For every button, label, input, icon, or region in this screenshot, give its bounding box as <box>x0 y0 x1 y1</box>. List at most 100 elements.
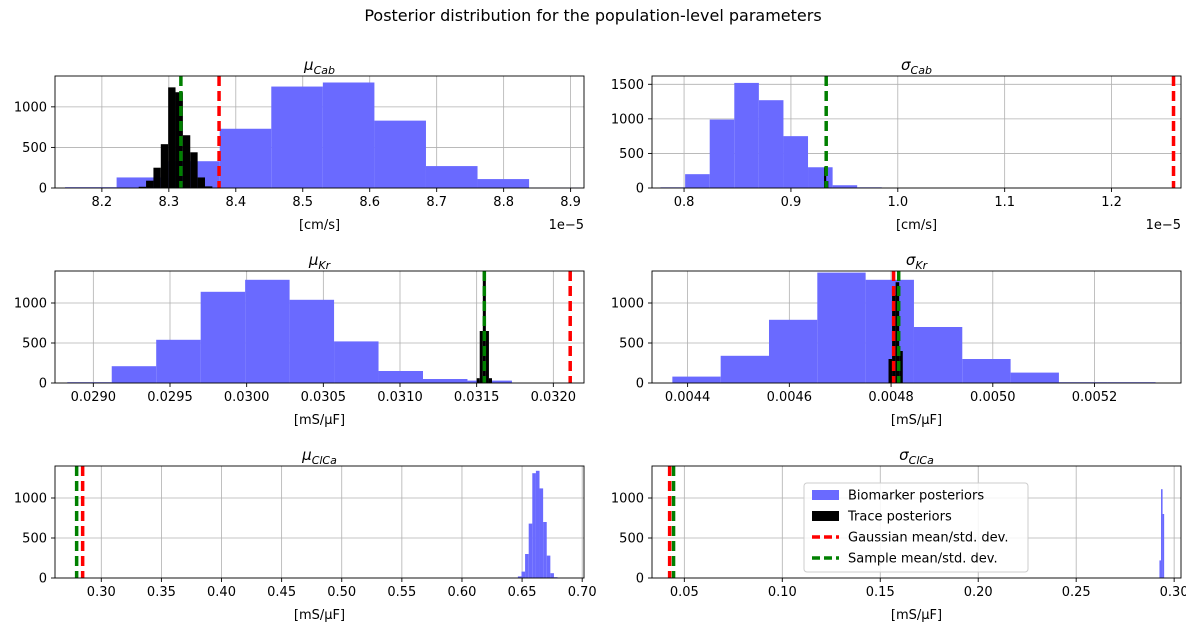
x-tick-label: 8.9 <box>560 195 581 210</box>
biomarker-bar <box>720 355 769 383</box>
biomarker-bar <box>425 166 478 188</box>
subplot-title: μKr <box>308 251 332 272</box>
x-tick-label: 0.0320 <box>531 390 577 405</box>
subplot-title-subscript: Cab <box>911 64 932 77</box>
legend-label: Biomarker posteriors <box>848 489 984 504</box>
trace-bar <box>204 186 213 188</box>
biomarker-bar <box>517 576 522 578</box>
x-tick-label: 0.10 <box>768 585 797 600</box>
biomarker-bar <box>1161 489 1163 578</box>
biomarker-bar <box>521 571 526 578</box>
x-tick-label: 0.35 <box>147 585 176 600</box>
figure-title: Posterior distribution for the populatio… <box>364 6 822 25</box>
biomarker-bar <box>1162 514 1165 578</box>
legend-label: Trace posteriors <box>847 510 952 525</box>
biomarker-bar <box>532 473 536 578</box>
x-tick-label: 1.1 <box>994 195 1015 210</box>
trace-bar <box>146 180 154 188</box>
legend-label: Sample mean/std. dev. <box>848 552 998 567</box>
x-axis-label: [mS/μF] <box>294 608 345 623</box>
trace-bar <box>168 87 176 188</box>
biomarker-bar <box>672 376 721 383</box>
biomarker-bar <box>271 86 323 188</box>
biomarker-bar <box>219 128 272 188</box>
y-tick-label: 1000 <box>14 100 47 115</box>
subplot-5: 0.05 0.10 0.15 0.20 0.25 0.30 0 500 1000 σClCa [mS… <box>611 446 1186 623</box>
x-tick-label: 0.0048 <box>868 390 914 405</box>
x-tick-label: 0.60 <box>447 585 476 600</box>
trace-bar <box>482 272 486 383</box>
x-tick-label: 8.8 <box>493 195 514 210</box>
biomarker-bar <box>423 379 468 383</box>
subplot-2: 0.0290 0.0295 0.0300 0.0305 0.0310 0.0315 0.03… <box>14 251 585 428</box>
plot-area <box>65 76 581 188</box>
biomarker-bar <box>913 327 963 383</box>
biomarker-bar <box>525 554 529 578</box>
subplot-title-subscript: Kr <box>318 259 331 272</box>
x-tick-label: 1.2 <box>1101 195 1122 210</box>
biomarker-bar <box>817 272 866 383</box>
x-tick-label: 8.4 <box>225 195 246 210</box>
subplot-title-symbol: σ <box>901 56 911 74</box>
x-tick-label: 0.65 <box>508 585 537 600</box>
legend-swatch-biomarker <box>812 490 839 500</box>
axes-frame <box>651 75 1182 189</box>
biomarker-bar <box>734 82 759 188</box>
biomarker-bar <box>116 177 169 188</box>
x-tick-label: 0.0044 <box>665 390 711 405</box>
y-tick-label: 1000 <box>611 112 644 127</box>
x-axis-label: [mS/μF] <box>891 413 942 428</box>
y-tick-label: 500 <box>22 337 47 352</box>
trace-bar <box>824 167 827 188</box>
y-tick-label: 500 <box>22 532 47 547</box>
biomarker-bar <box>289 299 335 383</box>
biomarker-bar <box>1010 372 1059 383</box>
trace-bar <box>160 144 169 188</box>
subplot-3: 0.0044 0.0046 0.0048 0.0050 0.0052 0 500 1000 σK… <box>611 251 1182 428</box>
x-tick-label: 0.30 <box>1160 585 1186 600</box>
x-tick-label: 0.45 <box>267 585 296 600</box>
trace-bar <box>479 331 483 383</box>
x-tick-label: 0.9 <box>781 195 802 210</box>
biomarker-bar <box>156 339 201 383</box>
biomarker-bar <box>528 523 533 578</box>
subplot-title: μCab <box>303 56 335 77</box>
legend-label: Gaussian mean/std. dev. <box>848 531 1008 546</box>
x-tick-label: 0.70 <box>568 585 597 600</box>
subplot-title-symbol: σ <box>899 446 909 464</box>
axes-frame <box>651 270 1182 384</box>
x-tick-label: 0.8 <box>674 195 695 210</box>
trace-bar <box>899 351 903 383</box>
axes-frame <box>54 270 585 384</box>
y-tick-label: 1000 <box>611 492 644 507</box>
subplot-title-subscript: ClCa <box>312 454 337 467</box>
subplot-0: 8.2 8.3 8.4 8.5 8.6 8.7 8.8 8.9 0 500 1000 μCab [cm/… <box>14 56 585 233</box>
y-tick-label: 0 <box>39 182 47 197</box>
y-tick-label: 0 <box>636 572 644 587</box>
subplot-title: μClCa <box>301 446 337 467</box>
biomarker-bar <box>378 371 423 383</box>
biomarker-bar <box>685 174 710 188</box>
y-tick-label: 500 <box>22 141 47 156</box>
subplot-4: 0.30 0.35 0.40 0.45 0.50 0.55 0.60 0.65 0.70 0 500… <box>14 446 597 623</box>
x-tick-label: 0.50 <box>327 585 356 600</box>
biomarker-bar <box>539 488 544 578</box>
trace-bar <box>488 378 492 383</box>
y-tick-label: 500 <box>619 147 644 162</box>
biomarker-bar <box>808 167 833 188</box>
x-tick-label: 8.5 <box>292 195 313 210</box>
x-tick-label: 0.0315 <box>454 390 500 405</box>
x-tick-label: 0.0300 <box>224 390 270 405</box>
x-tick-label: 8.2 <box>92 195 113 210</box>
y-tick-label: 1000 <box>14 297 47 312</box>
y-tick-label: 0 <box>39 572 47 587</box>
biomarker-bar <box>962 359 1011 383</box>
trace-bar <box>190 152 198 188</box>
biomarker-bar <box>758 100 784 188</box>
x-tick-label: 0.0310 <box>377 390 423 405</box>
biomarker-bar <box>111 366 157 383</box>
axes-frame <box>54 75 585 189</box>
x-tick-label: 0.40 <box>207 585 236 600</box>
